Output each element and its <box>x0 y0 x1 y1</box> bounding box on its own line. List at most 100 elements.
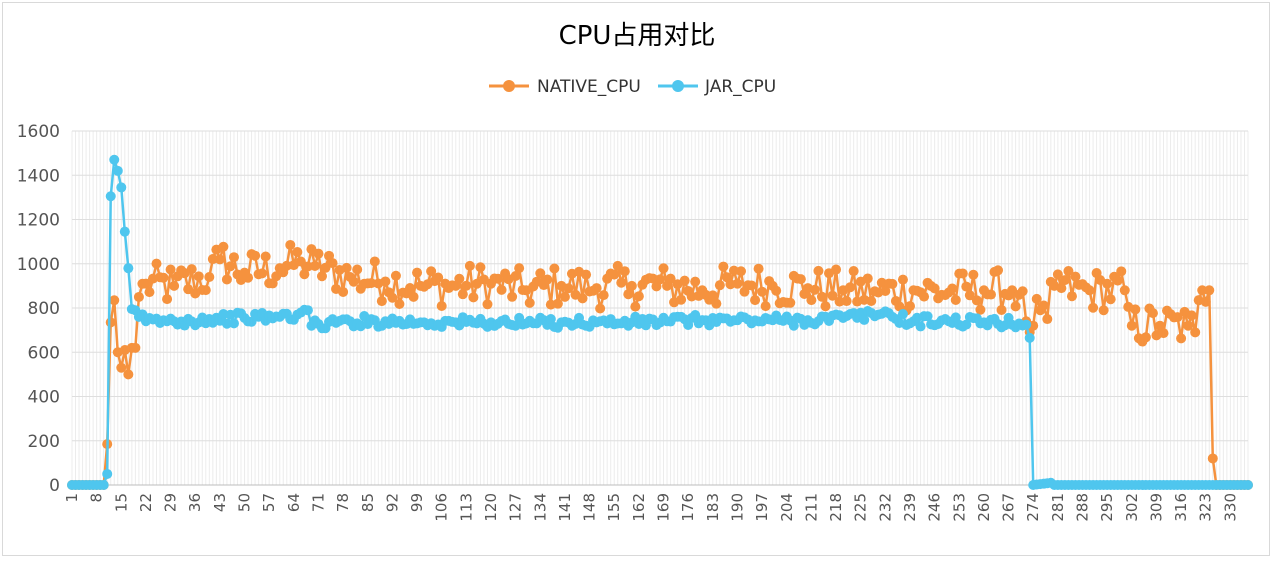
data-point <box>186 264 197 275</box>
data-point <box>376 296 387 307</box>
data-point <box>130 342 141 353</box>
chart-title: CPU占用对比 <box>559 21 716 51</box>
data-point <box>1098 305 1109 316</box>
x-tick-label: 260 <box>975 493 993 522</box>
x-tick-label: 85 <box>359 493 377 512</box>
data-point <box>433 272 444 283</box>
data-point <box>897 309 908 320</box>
data-point <box>1243 480 1253 490</box>
data-point <box>162 294 173 305</box>
data-point <box>971 295 982 306</box>
data-point <box>633 291 644 302</box>
data-point <box>246 316 257 327</box>
data-point <box>109 154 120 165</box>
x-tick-label: 1 <box>63 493 81 503</box>
x-tick-label: 43 <box>211 493 229 512</box>
data-point <box>848 266 859 277</box>
data-point <box>658 263 669 274</box>
x-tick-label: 232 <box>876 493 894 522</box>
x-tick-label: 302 <box>1123 493 1141 522</box>
x-tick-label: 22 <box>137 493 155 512</box>
x-tick-label: 134 <box>531 493 549 522</box>
x-tick-label: 113 <box>457 493 475 522</box>
data-point <box>1200 296 1211 307</box>
data-point <box>831 264 842 275</box>
data-point <box>735 266 746 277</box>
data-point <box>1102 278 1113 289</box>
data-point <box>366 278 377 289</box>
data-point <box>841 296 852 307</box>
x-tick-label: 211 <box>802 493 820 522</box>
data-point <box>475 262 486 273</box>
data-point <box>380 276 391 287</box>
data-point <box>493 273 504 284</box>
data-point <box>827 290 838 301</box>
data-point <box>468 292 479 303</box>
data-point <box>581 269 592 280</box>
data-point <box>165 264 176 275</box>
data-point <box>1042 314 1053 325</box>
data-point <box>690 310 701 321</box>
data-point <box>257 268 268 279</box>
x-tick-label: 71 <box>309 493 327 512</box>
x-tick-label: 64 <box>285 493 303 512</box>
data-point <box>897 274 908 285</box>
data-point <box>915 321 926 332</box>
data-point <box>313 248 324 259</box>
data-point <box>169 280 180 291</box>
data-point <box>507 291 518 302</box>
data-point <box>457 289 468 300</box>
data-point <box>408 291 419 302</box>
data-point <box>542 274 553 285</box>
y-tick-label: 0 <box>49 476 60 496</box>
data-point <box>292 246 303 257</box>
legend-item-native-cpu[interactable]: NATIVE_CPU <box>489 77 641 97</box>
data-point <box>1126 320 1137 331</box>
data-point <box>1084 285 1095 296</box>
x-tick-label: 120 <box>482 493 500 522</box>
data-point <box>760 301 771 312</box>
data-point <box>1059 275 1070 286</box>
x-tick-label: 169 <box>655 493 673 522</box>
data-point <box>1172 312 1183 323</box>
data-point <box>809 284 820 295</box>
y-tick-label: 1400 <box>17 166 60 186</box>
data-point <box>862 273 873 284</box>
data-point <box>341 262 352 273</box>
x-tick-label: 288 <box>1074 493 1092 522</box>
x-tick-label: 267 <box>1000 493 1018 522</box>
x-tick-label: 99 <box>408 493 426 512</box>
x-tick-label: 8 <box>88 493 106 503</box>
data-point <box>985 289 996 300</box>
data-point <box>922 311 933 322</box>
x-tick-label: 274 <box>1024 493 1042 522</box>
data-point <box>119 226 130 237</box>
data-point <box>806 295 817 306</box>
data-point <box>352 264 363 275</box>
data-point <box>464 260 475 271</box>
legend-label: JAR_CPU <box>704 77 776 97</box>
data-point <box>412 267 423 278</box>
data-point <box>623 289 634 300</box>
data-point <box>771 285 782 296</box>
x-tick-label: 127 <box>507 493 525 522</box>
data-point <box>299 269 310 280</box>
x-tick-label: 57 <box>260 493 278 512</box>
data-point <box>626 280 637 291</box>
data-point <box>140 278 151 289</box>
legend-item-jar-cpu[interactable]: JAR_CPU <box>658 77 776 97</box>
data-point <box>123 263 134 274</box>
data-point <box>609 269 620 280</box>
y-tick-label: 400 <box>28 388 60 408</box>
data-point <box>387 292 398 303</box>
axes: 0 200 400 600 800 1000 1200 1400 1600 1 8 15 22 29 36 4… <box>17 122 1248 522</box>
data-point <box>510 271 521 281</box>
data-point <box>845 282 856 293</box>
x-tick-label: 50 <box>236 493 254 512</box>
x-tick-label: 281 <box>1049 493 1067 522</box>
data-point <box>98 480 109 490</box>
data-point <box>454 273 465 284</box>
legend[interactable]: NATIVE_CPU JAR_CPU <box>489 77 776 97</box>
x-tick-label: 155 <box>605 493 623 522</box>
